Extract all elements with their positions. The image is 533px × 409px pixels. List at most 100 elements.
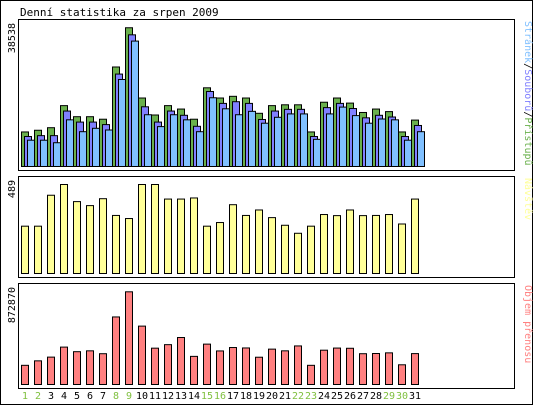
legend-entry-visits-0: Návštěv [522,178,533,220]
legend-traffic: Objem přenosu [522,285,533,363]
bar-visits-Návštěv-day-27 [359,215,367,274]
bar-traffic-Objem přenosu-day-3 [47,356,55,386]
bar-traffic-Objem přenosu-day-29 [385,352,393,385]
day-label-14: 14 [188,391,200,402]
panel-hits: 38538 Stránek/Souborů/Přístupů [7,19,533,171]
bar-visits-Návštěv-day-15 [203,225,211,275]
bar-hits-Stránek-day-9 [131,40,139,168]
legend-entry-hits-4: Přístupů [522,117,533,165]
bar-hits-Stránek-day-3 [53,142,61,167]
bar-visits-Návštěv-day-8 [112,214,120,274]
bar-visits-Návštěv-day-3 [47,194,55,274]
bar-traffic-Objem přenosu-day-24 [320,349,328,385]
bar-visits-Návštěv-day-11 [151,184,159,274]
bar-visits-Návštěv-day-7 [99,198,107,274]
bar-hits-Stránek-day-21 [287,113,295,167]
bar-traffic-Objem přenosu-day-17 [229,347,237,386]
bar-visits-Návštěv-day-4 [60,184,68,274]
day-label-25: 25 [331,391,343,402]
bar-traffic-Objem přenosu-day-6 [86,350,94,385]
bar-hits-Stránek-day-13 [183,119,191,167]
bar-hits-Stránek-day-27 [365,122,373,168]
bar-hits-Stránek-day-7 [105,129,113,167]
bar-visits-Návštěv-day-6 [86,205,94,274]
bar-hits-Stránek-day-30 [404,139,412,167]
panel-visits: 489 Návštěv [7,176,533,278]
bar-visits-Návštěv-day-9 [125,218,133,274]
bar-visits-Návštěv-day-25 [333,215,341,274]
bar-hits-Stránek-day-4 [66,119,74,167]
day-label-30: 30 [396,391,408,402]
bar-hits-Stránek-day-29 [391,119,399,167]
bar-hits-Stránek-day-20 [274,116,282,167]
bar-visits-Návštěv-day-22 [294,232,302,275]
day-label-22: 22 [292,391,304,402]
legend-entry-traffic-0: Objem přenosu [522,285,533,363]
day-label-10: 10 [136,391,148,402]
day-label-20: 20 [266,391,278,402]
chart-title: Denní statistika za srpen 2009 [20,6,219,19]
day-label-6: 6 [87,391,93,402]
bar-visits-Návštěv-day-12 [164,198,172,275]
peak-label-hits: 38538 [7,23,18,53]
bar-hits-Stránek-day-17 [235,114,243,167]
day-label-1: 1 [22,391,28,402]
bar-visits-Návštěv-day-30 [398,223,406,274]
bar-visits-Návštěv-day-2 [34,225,42,275]
panel-traffic: 872870 Objem přenosu [7,283,533,389]
bar-hits-Stránek-day-19 [261,122,269,168]
bar-traffic-Objem přenosu-day-12 [164,344,172,385]
day-label-19: 19 [253,391,265,402]
bar-hits-Stránek-day-11 [157,126,165,168]
day-label-4: 4 [61,391,67,402]
bar-traffic-Objem přenosu-day-18 [242,347,250,386]
bar-traffic-Objem přenosu-day-7 [99,353,107,385]
day-label-2: 2 [35,391,41,402]
bar-visits-Návštěv-day-26 [346,209,354,275]
bar-hits-Stránek-day-2 [40,139,48,167]
day-label-7: 7 [100,391,106,402]
day-label-16: 16 [214,391,226,402]
legend-entry-hits-3: / [522,111,533,117]
bar-traffic-Objem přenosu-day-11 [151,347,159,385]
bar-traffic-Objem přenosu-day-2 [34,360,42,385]
bar-traffic-Objem přenosu-day-27 [359,353,367,385]
bar-traffic-Objem přenosu-day-28 [372,352,380,386]
bar-visits-Návštěv-day-14 [190,197,198,275]
legend-entry-hits-0: Stránek [522,21,533,63]
bar-traffic-Objem přenosu-day-30 [398,364,406,385]
bar-hits-Stránek-day-12 [170,114,178,167]
bar-visits-Návštěv-day-18 [242,214,250,274]
bar-traffic-Objem přenosu-day-23 [307,364,315,386]
bar-hits-Stránek-day-15 [209,97,217,167]
day-label-11: 11 [149,391,161,402]
bar-visits-Návštěv-day-1 [21,225,29,275]
bar-hits-Stránek-day-22 [300,113,308,167]
bar-traffic-Objem přenosu-day-25 [333,347,341,385]
bar-traffic-Objem přenosu-day-26 [346,347,354,386]
legend-visits: Návštěv [522,178,533,220]
bar-hits-Stránek-day-26 [352,115,360,167]
legend-hits: Stránek/Souborů/Přístupů [522,21,533,166]
day-label-29: 29 [383,391,395,402]
day-label-5: 5 [74,391,80,402]
day-label-9: 9 [126,391,132,402]
legend-entry-hits-1: / [522,63,533,69]
bar-hits-Stránek-day-8 [118,79,126,167]
day-label-21: 21 [279,391,291,402]
bar-visits-Návštěv-day-13 [177,198,185,275]
bar-hits-Stránek-day-24 [326,113,334,167]
bar-hits-Stránek-day-5 [79,131,87,167]
bar-traffic-Objem přenosu-day-15 [203,343,211,385]
bar-traffic-Objem přenosu-day-22 [294,345,302,386]
bar-hits-Stránek-day-25 [339,106,347,167]
day-label-28: 28 [370,391,382,402]
bar-visits-Návštěv-day-10 [138,184,146,274]
bar-traffic-Objem přenosu-day-4 [60,346,68,386]
day-label-3: 3 [48,391,54,402]
bar-traffic-Objem přenosu-day-8 [112,316,120,385]
legend-entry-hits-2: Souborů [522,69,533,111]
bar-traffic-Objem přenosu-day-13 [177,337,185,385]
day-label-31: 31 [409,391,421,402]
